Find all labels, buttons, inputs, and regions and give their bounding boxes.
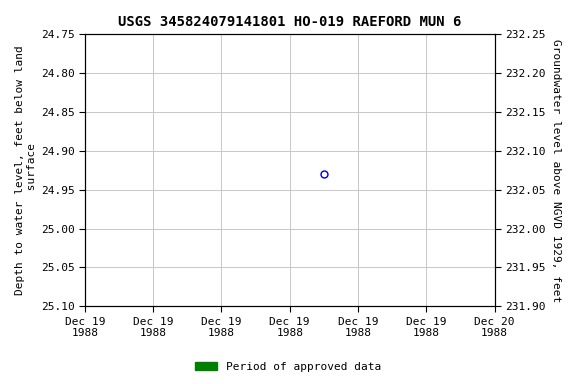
Y-axis label: Depth to water level, feet below land
 surface: Depth to water level, feet below land su… xyxy=(15,45,37,295)
Title: USGS 345824079141801 HO-019 RAEFORD MUN 6: USGS 345824079141801 HO-019 RAEFORD MUN … xyxy=(118,15,461,29)
Legend: Period of approved data: Period of approved data xyxy=(191,358,385,377)
Y-axis label: Groundwater level above NGVD 1929, feet: Groundwater level above NGVD 1929, feet xyxy=(551,39,561,302)
